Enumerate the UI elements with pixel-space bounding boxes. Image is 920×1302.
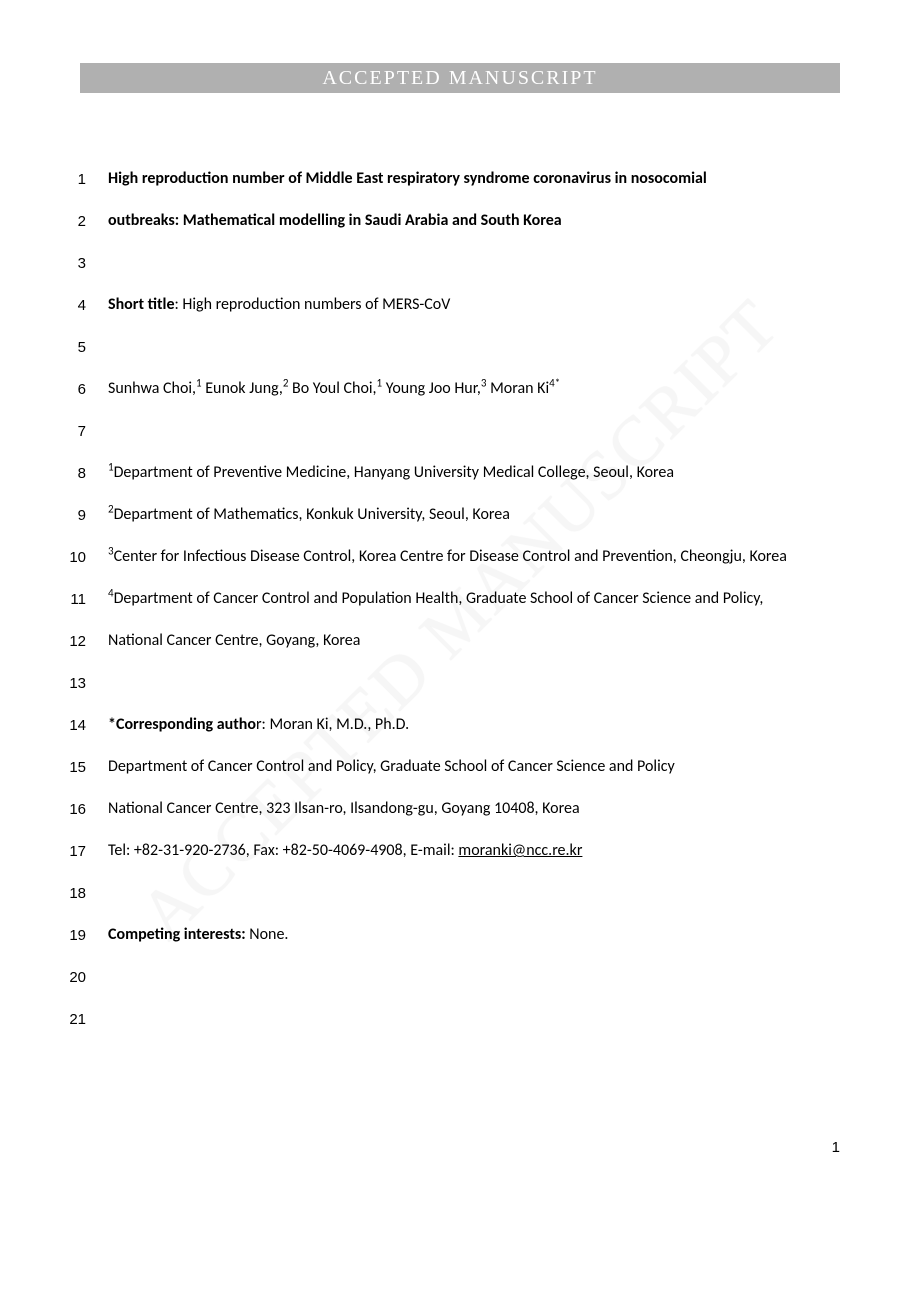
manuscript-line: 2outbreaks: Mathematical modelling in Sa… bbox=[52, 204, 870, 246]
line-text: 2Department of Mathematics, Konkuk Unive… bbox=[108, 498, 870, 526]
line-number: 19 bbox=[52, 918, 108, 944]
line-number: 21 bbox=[52, 1002, 108, 1028]
text-segment: Eunok Jung, bbox=[202, 379, 283, 398]
line-number: 17 bbox=[52, 834, 108, 860]
line-text bbox=[108, 246, 870, 252]
line-text bbox=[108, 330, 870, 336]
line-number: 4 bbox=[52, 288, 108, 314]
line-number: 16 bbox=[52, 792, 108, 818]
manuscript-line: 13 bbox=[52, 666, 870, 708]
line-text bbox=[108, 666, 870, 672]
line-number: 12 bbox=[52, 624, 108, 650]
text-segment: Department of Preventive Medicine, Hanya… bbox=[114, 463, 674, 482]
text-segment: Short title bbox=[108, 295, 175, 314]
text-segment: National Cancer Centre, 323 Ilsan-ro, Il… bbox=[108, 799, 580, 818]
manuscript-line: 5 bbox=[52, 330, 870, 372]
line-text: National Cancer Centre, 323 Ilsan-ro, Il… bbox=[108, 792, 870, 820]
text-segment: *Corresponding autho bbox=[108, 715, 256, 734]
line-text bbox=[108, 876, 870, 882]
text-segment: 4* bbox=[549, 377, 560, 390]
manuscript-body: 1High reproduction number of Middle East… bbox=[52, 162, 870, 1044]
text-segment: moranki@ncc.re.kr bbox=[458, 841, 582, 860]
manuscript-line: 17Tel: +82-31-920-2736, Fax: +82-50-4069… bbox=[52, 834, 870, 876]
line-text bbox=[108, 414, 870, 420]
line-number: 5 bbox=[52, 330, 108, 356]
manuscript-line: 103Center for Infectious Disease Control… bbox=[52, 540, 870, 582]
manuscript-line: 7 bbox=[52, 414, 870, 456]
line-text: High reproduction number of Middle East … bbox=[108, 162, 870, 190]
line-number: 11 bbox=[52, 582, 108, 608]
line-text: Tel: +82-31-920-2736, Fax: +82-50-4069-4… bbox=[108, 834, 870, 862]
line-number: 1 bbox=[52, 162, 108, 188]
text-segment: Bo Youl Choi, bbox=[288, 379, 376, 398]
line-text: Competing interests: None. bbox=[108, 918, 870, 946]
text-segment: Department of Mathematics, Konkuk Univer… bbox=[114, 505, 510, 524]
line-text: National Cancer Centre, Goyang, Korea bbox=[108, 624, 870, 652]
text-segment: Young Joo Hur, bbox=[382, 379, 481, 398]
text-segment: None. bbox=[246, 925, 289, 944]
line-text: 1Department of Preventive Medicine, Hany… bbox=[108, 456, 870, 484]
manuscript-line: 14*Corresponding author: Moran Ki, M.D.,… bbox=[52, 708, 870, 750]
line-number: 14 bbox=[52, 708, 108, 734]
line-number: 18 bbox=[52, 876, 108, 902]
manuscript-line: 20 bbox=[52, 960, 870, 1002]
line-number: 15 bbox=[52, 750, 108, 776]
line-text: 3Center for Infectious Disease Control, … bbox=[108, 540, 870, 568]
manuscript-line: 81Department of Preventive Medicine, Han… bbox=[52, 456, 870, 498]
line-text: 4Department of Cancer Control and Popula… bbox=[108, 582, 870, 610]
line-number: 8 bbox=[52, 456, 108, 482]
accepted-manuscript-banner: ACCEPTED MANUSCRIPT bbox=[80, 63, 840, 93]
text-segment: Sunhwa Choi, bbox=[108, 379, 196, 398]
text-segment: Moran Ki bbox=[486, 379, 549, 398]
text-segment: Center for Infectious Disease Control, K… bbox=[114, 547, 787, 566]
line-number: 3 bbox=[52, 246, 108, 272]
text-segment: National Cancer Centre, Goyang, Korea bbox=[108, 631, 360, 650]
line-number: 6 bbox=[52, 372, 108, 398]
line-text bbox=[108, 1002, 870, 1008]
manuscript-line: 16National Cancer Centre, 323 Ilsan-ro, … bbox=[52, 792, 870, 834]
manuscript-line: 92Department of Mathematics, Konkuk Univ… bbox=[52, 498, 870, 540]
manuscript-line: 21 bbox=[52, 1002, 870, 1044]
line-text bbox=[108, 960, 870, 966]
manuscript-line: 6Sunhwa Choi,1 Eunok Jung,2 Bo Youl Choi… bbox=[52, 372, 870, 414]
line-number: 2 bbox=[52, 204, 108, 230]
text-segment: Department of Cancer Control and Populat… bbox=[114, 589, 764, 608]
line-text: outbreaks: Mathematical modelling in Sau… bbox=[108, 204, 870, 232]
text-segment: Department of Cancer Control and Policy,… bbox=[108, 757, 675, 776]
line-number: 7 bbox=[52, 414, 108, 440]
text-segment: outbreaks: Mathematical modelling in Sau… bbox=[108, 211, 562, 230]
line-text: Sunhwa Choi,1 Eunok Jung,2 Bo Youl Choi,… bbox=[108, 372, 870, 400]
manuscript-line: 19Competing interests: None. bbox=[52, 918, 870, 960]
manuscript-line: 3 bbox=[52, 246, 870, 288]
manuscript-line: 12National Cancer Centre, Goyang, Korea bbox=[52, 624, 870, 666]
line-number: 10 bbox=[52, 540, 108, 566]
manuscript-line: 18 bbox=[52, 876, 870, 918]
line-text: Short title: High reproduction numbers o… bbox=[108, 288, 870, 316]
manuscript-line: 4Short title: High reproduction numbers … bbox=[52, 288, 870, 330]
text-segment: Competing interests: bbox=[108, 925, 246, 944]
text-segment: High reproduction number of Middle East … bbox=[108, 169, 707, 188]
line-number: 20 bbox=[52, 960, 108, 986]
manuscript-line: 15Department of Cancer Control and Polic… bbox=[52, 750, 870, 792]
manuscript-line: 1High reproduction number of Middle East… bbox=[52, 162, 870, 204]
text-segment: Tel: +82-31-920-2736, Fax: +82-50-4069-4… bbox=[108, 841, 458, 860]
line-text: Department of Cancer Control and Policy,… bbox=[108, 750, 870, 778]
line-number: 13 bbox=[52, 666, 108, 692]
text-segment: : High reproduction numbers of MERS-CoV bbox=[175, 295, 451, 314]
text-segment: r: Moran Ki, M.D., Ph.D. bbox=[256, 715, 409, 734]
manuscript-line: 114Department of Cancer Control and Popu… bbox=[52, 582, 870, 624]
page-number: 1 bbox=[832, 1139, 840, 1156]
line-text: *Corresponding author: Moran Ki, M.D., P… bbox=[108, 708, 870, 736]
line-number: 9 bbox=[52, 498, 108, 524]
